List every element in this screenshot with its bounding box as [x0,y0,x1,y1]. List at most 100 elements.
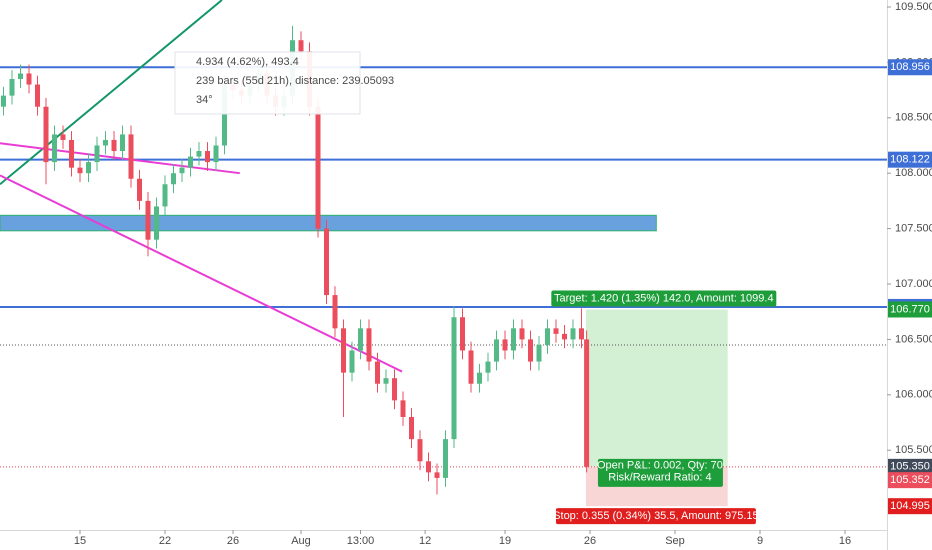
candle-body [171,173,177,185]
candle-body [426,461,432,473]
candle-body [553,328,559,334]
y-tick-label: 109.500 [895,1,932,13]
x-tick-label: 12 [419,535,431,547]
price-badge [888,59,932,76]
candle-body [400,400,406,417]
candle-body [451,317,457,440]
candle-body [213,145,219,163]
candle-body [570,328,576,340]
stop-label: Stop: 0.355 (0.34%) 35.5, Amount: 975.15 [553,510,758,522]
candle-body [111,139,117,152]
x-tick-label: 16 [839,535,851,547]
candle-body [434,472,440,478]
price-badge [888,458,932,475]
candle-body [188,156,194,168]
trend-line [0,174,403,373]
target-zone [585,309,728,467]
measure-text: 34° [196,94,213,106]
candle-body [179,167,185,174]
candle-body [145,200,151,240]
candle-body [579,328,585,340]
candle-body [468,350,474,384]
candle-body [315,106,321,229]
pnl-label: Open P&L: 0.002, Qty: 70 [597,460,723,472]
price-badge-label: 105.350 [890,461,930,473]
candle-body [409,416,415,440]
price-badge [888,151,932,168]
candle-body [545,328,551,345]
candle-body [298,40,304,52]
trend-line [0,142,240,175]
candle-body [52,134,58,163]
candle-body [60,134,66,140]
candle-body [154,206,160,240]
candle-body [485,361,491,373]
y-tick-label: 106.000 [895,389,932,401]
candle-body [562,333,568,340]
trend-line [0,0,223,186]
candle-body [77,167,83,174]
candle-body [26,73,32,85]
candle-body [324,228,330,296]
price-badge-label: 108.956 [890,61,930,73]
candle-body [137,178,143,201]
candle-body [341,328,347,373]
target-label: Target: 1.420 (1.35%) 142.0, Amount: 109… [554,292,774,304]
candle-body [86,162,92,174]
candle-body [1,95,7,107]
x-tick-label: 9 [757,535,763,547]
candle-body [375,361,381,384]
y-tick-label: 108.500 [895,112,932,124]
candle-body [9,79,15,96]
measure-box [174,51,361,115]
pnl-bg [597,458,723,487]
candle-body [511,328,517,351]
candle-body [103,139,109,146]
candle-body [222,84,228,146]
x-tick-label: 22 [159,535,171,547]
x-tick-label: 26 [227,535,239,547]
candle-body [494,339,500,362]
price-badge [888,472,932,489]
y-tick-label: 105.500 [895,444,932,456]
candle-body [196,151,202,157]
price-badge [888,301,932,318]
stop-label-bg [555,508,756,525]
candle-body [528,339,534,362]
candle-body [94,145,100,163]
candle-body [383,378,389,384]
candle-body [502,339,508,351]
candle-body [43,106,49,163]
x-tick-label: 15 [74,535,86,547]
price-badge-label: 108.122 [890,154,930,166]
candle-body [536,344,542,362]
x-tick-label: Sep [665,535,685,547]
y-tick-label: 108.000 [895,167,932,179]
price-badge-label: 104.995 [890,500,930,512]
candle-body [332,295,338,329]
price-badge-label: 105.352 [890,474,930,486]
y-tick-label: 106.500 [895,333,932,345]
measure-text: 4.934 (4.62%), 493.4 [196,56,299,68]
candle-body [477,372,483,384]
candle-body [349,350,355,373]
measure-text: 239 bars (55d 21h), distance: 239.05093 [196,75,394,87]
candle-body [366,328,372,362]
candle-body [519,328,525,340]
candle-body [460,317,466,351]
candle-body [358,328,364,351]
candle-body [443,439,449,478]
candle-body [18,73,24,80]
x-tick-label: 26 [584,535,596,547]
x-tick-label: 13:00 [347,535,375,547]
candle-body [584,339,590,467]
x-tick-label: Aug [291,535,311,547]
candle-body [392,378,398,401]
candle-body [205,151,211,163]
x-tick-label: 19 [499,535,511,547]
candle-body [69,139,75,168]
ratio-label: Risk/Reward Ratio: 4 [608,472,711,484]
y-tick-label: 107.000 [895,278,932,290]
